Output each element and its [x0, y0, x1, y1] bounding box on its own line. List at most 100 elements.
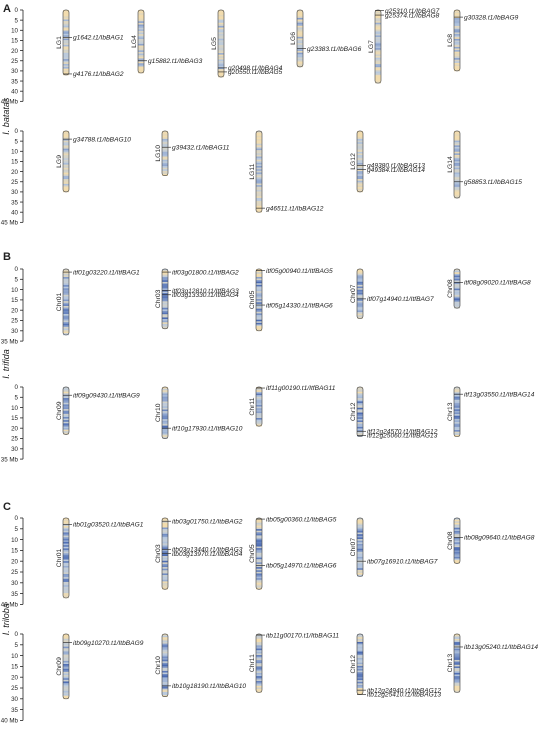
density-band [218, 21, 224, 24]
gene-label: itf03g01800.t1/ItfBAG2 [172, 269, 239, 276]
density-band [162, 581, 168, 584]
chromosome-chr03[interactable]: Chr03 itb03g01750.t1/ItbBAG2 itb03g13440.t… [155, 517, 243, 590]
density-band [256, 554, 262, 557]
density-band [63, 190, 69, 193]
density-band [454, 38, 460, 41]
density-band [162, 435, 168, 438]
density-band [63, 521, 69, 524]
chromosome-name: LG14 [447, 156, 454, 173]
density-band [138, 71, 144, 74]
gene-label: itb11g00170.t1/ItbBAG11 [266, 632, 339, 639]
density-band [454, 388, 460, 391]
chromosome-chr07[interactable]: Chr07 itf07g14940.t1/ItfBAG7 [350, 268, 434, 319]
chromosome-chr10[interactable]: Chr10 itf10g17930.t1/ItfBAG10 [155, 386, 243, 439]
density-band [63, 432, 69, 435]
chromosome-outline [161, 386, 169, 439]
density-band [162, 143, 168, 146]
chromosome-chr05[interactable]: Chr05 itb05g00360.t1/ItbBAG5 itb05g14970.t… [249, 516, 337, 590]
density-band [218, 73, 224, 76]
density-band [256, 142, 262, 145]
chromosome-chr12[interactable]: Chr12 itb12g24940.t1/ItbBAG12itb12g25410.… [350, 633, 441, 699]
density-band [162, 527, 168, 530]
density-band [63, 134, 69, 137]
density-band [357, 568, 363, 571]
chromosome-chr03[interactable]: Chr03 itf03g01800.t1/ItfBAG2 itf03g12810.t… [155, 268, 239, 330]
density-band [162, 288, 168, 291]
density-band [454, 66, 460, 68]
chromosome-chr11[interactable]: Chr11 itb11g00170.t1/ItbBAG11 [249, 632, 339, 693]
chromosome-chr13[interactable]: Chr13 itb13g05240.t1/ItbBAG14 [447, 633, 538, 693]
axis-tick-label: 30 [11, 580, 18, 587]
density-band [162, 695, 168, 697]
density-band [63, 564, 69, 567]
chromosome-name: Chr01 [56, 292, 63, 311]
chromosome-chr09[interactable]: Chr09 itb09g10270.t1/ItbBAG9 [56, 633, 144, 700]
density-band [63, 635, 69, 638]
chromosome-lg1[interactable]: LG1 g1642.t1/IbBAG1 g4176.t1/IbBAG2 [56, 9, 124, 78]
density-band [256, 684, 262, 687]
chromosome-chr11[interactable]: Chr11 itf11g00190.t1/ItfBAG11 [249, 385, 336, 427]
density-band [138, 47, 144, 50]
density-band [256, 682, 262, 685]
chromosome-chr13[interactable]: Chr13 itf13g03550.t1/ItfBAG14 [447, 386, 535, 437]
density-band [256, 638, 262, 641]
chromosome-chr10[interactable]: Chr10 itb10g18190.t1/ItbBAG10 [155, 633, 246, 697]
density-band [138, 51, 144, 54]
density-band [357, 635, 363, 638]
density-band [63, 304, 69, 307]
chromosome-lg10[interactable]: LG10 g39432.t1/IbBAG11 [155, 130, 230, 177]
density-band [256, 178, 262, 181]
density-band [63, 325, 69, 328]
density-band [138, 26, 144, 29]
density-band [256, 391, 262, 394]
density-band [454, 185, 460, 188]
density-band [297, 41, 303, 44]
density-band [454, 634, 460, 636]
chromosome-chr07[interactable]: Chr07 itb07g16910.t1/ItbBAG7 [350, 517, 438, 577]
chromosome-lg4[interactable]: LG4 g15882.t1/IbBAG3 [131, 9, 203, 74]
density-band [63, 648, 69, 651]
density-band [256, 166, 262, 168]
density-band [357, 683, 363, 686]
density-band [357, 689, 363, 692]
density-band [357, 422, 363, 424]
chromosome-chr08[interactable]: Chr08 itf08g09020.t1/ItfBAG8 [447, 268, 531, 309]
density-band [162, 568, 168, 571]
density-band [63, 596, 69, 599]
chromosome-chr12[interactable]: Chr12 itf12g24570.t1/ItfBAG12itf12g25060.… [350, 386, 438, 440]
chromosome-lg9[interactable]: LG9 g34788.t1/IbBAG10 [56, 130, 131, 193]
density-band [357, 553, 363, 556]
chromosome-chr05[interactable]: Chr05 itf05g00940.t1/ItfBAG5 itf05g14330.t… [249, 268, 333, 332]
density-band [256, 161, 262, 164]
chromosome-chr01[interactable]: Chr01 itf01g03220.t1/ItfBAG1 [56, 268, 140, 336]
chromosome-lg11[interactable]: LG11 g46511.t1/IbBAG12 [249, 130, 324, 213]
axis-tick-label: 35 [11, 591, 18, 598]
density-band [357, 574, 363, 577]
density-band [357, 406, 363, 409]
density-band [63, 420, 69, 423]
chromosome-chr01[interactable]: Chr01 itb01g03520.t1/ItbBAG1 [56, 517, 144, 599]
density-band [218, 19, 224, 22]
density-band [357, 692, 363, 695]
density-band [63, 675, 69, 677]
density-band [454, 286, 460, 289]
chromosome-lg8[interactable]: LG8 g30328.t1/IbBAG9 [447, 9, 519, 72]
chromosome-lg14[interactable]: LG14 g58853.t1/IbBAG15 [447, 130, 522, 199]
density-band [162, 576, 168, 579]
chromosome-lg6[interactable]: LG6 g23383.t1/IbBAG6 [290, 9, 362, 68]
chromosome-chr08[interactable]: Chr08 itb08g09640.t1/ItbBAG8 [447, 517, 535, 564]
density-band [454, 415, 460, 418]
density-band [357, 155, 363, 157]
density-band [454, 14, 460, 17]
density-band [256, 276, 262, 279]
density-band [218, 17, 224, 20]
density-band [218, 53, 224, 55]
gene-label: g20550.t1/IbBAG5 [228, 69, 283, 76]
density-band [63, 664, 69, 666]
density-band [63, 421, 69, 424]
gene-label: itb03g13970.t1/ItbBAG4 [172, 551, 243, 558]
chromosome-chr09[interactable]: Chr09 itf09g09430.t1/ItfBAG9 [56, 386, 140, 435]
